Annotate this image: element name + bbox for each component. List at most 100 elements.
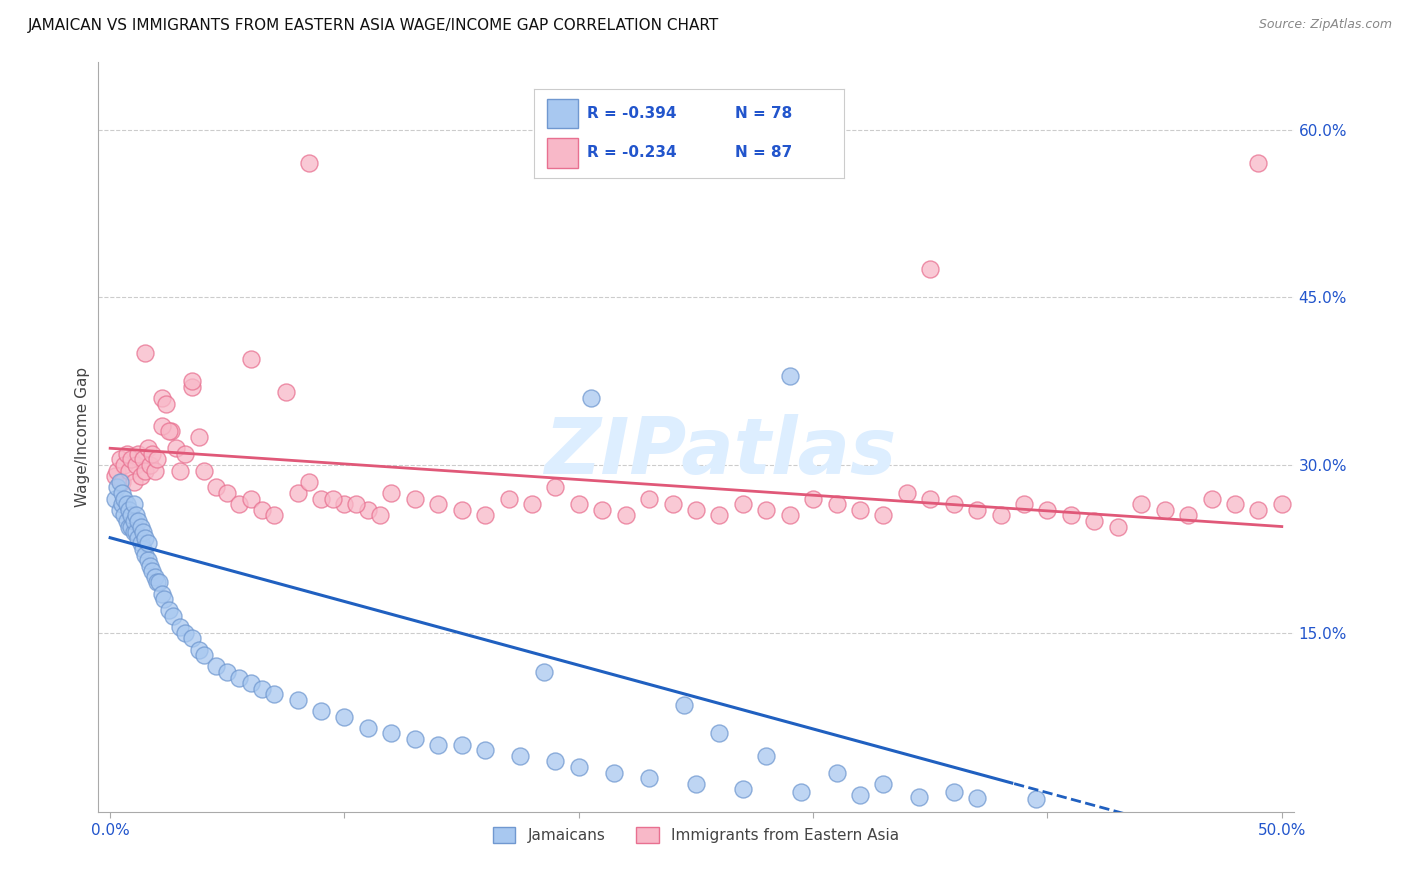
Point bbox=[193, 464, 215, 478]
Point bbox=[132, 541, 155, 556]
Point bbox=[1130, 497, 1153, 511]
Point bbox=[357, 502, 380, 516]
Point bbox=[790, 784, 813, 798]
Point bbox=[380, 726, 402, 740]
Point bbox=[1201, 491, 1223, 506]
Point bbox=[404, 732, 426, 747]
Point bbox=[153, 592, 176, 607]
Point bbox=[181, 632, 204, 646]
FancyBboxPatch shape bbox=[547, 138, 578, 168]
Point bbox=[112, 508, 135, 523]
Point bbox=[263, 687, 285, 701]
Point bbox=[174, 625, 197, 640]
Point bbox=[136, 442, 159, 456]
Point bbox=[174, 447, 197, 461]
Point bbox=[309, 491, 332, 506]
Point bbox=[111, 497, 134, 511]
Point bbox=[134, 531, 156, 545]
Point bbox=[509, 748, 531, 763]
Point bbox=[150, 391, 173, 405]
Point bbox=[568, 760, 591, 774]
Point bbox=[544, 755, 567, 769]
FancyBboxPatch shape bbox=[547, 99, 578, 128]
Point bbox=[779, 508, 801, 523]
Point bbox=[217, 665, 239, 679]
Point bbox=[150, 418, 173, 433]
Point bbox=[188, 430, 211, 444]
Point bbox=[125, 458, 148, 472]
Point bbox=[127, 447, 149, 461]
Point bbox=[333, 497, 356, 511]
Point bbox=[228, 671, 250, 685]
Point bbox=[148, 575, 170, 590]
Point bbox=[1177, 508, 1199, 523]
Point bbox=[603, 765, 626, 780]
Point bbox=[755, 748, 778, 763]
Point bbox=[118, 464, 141, 478]
Point bbox=[298, 475, 321, 489]
Point bbox=[368, 508, 391, 523]
Point bbox=[990, 508, 1012, 523]
Point bbox=[298, 156, 321, 170]
Point bbox=[136, 536, 159, 550]
Point bbox=[112, 491, 135, 506]
Point bbox=[533, 665, 555, 679]
Point bbox=[544, 480, 567, 494]
Point bbox=[146, 575, 169, 590]
Point bbox=[122, 514, 145, 528]
Point bbox=[849, 788, 872, 802]
Point bbox=[120, 508, 142, 523]
Point bbox=[380, 486, 402, 500]
Point bbox=[105, 464, 128, 478]
Point bbox=[907, 790, 929, 805]
Point bbox=[801, 491, 824, 506]
Text: R = -0.234: R = -0.234 bbox=[586, 145, 676, 160]
Point bbox=[150, 587, 173, 601]
Point bbox=[474, 743, 496, 757]
Point bbox=[111, 475, 134, 489]
Point bbox=[108, 475, 131, 489]
Point bbox=[112, 458, 135, 472]
Point bbox=[181, 374, 204, 388]
Point bbox=[122, 475, 145, 489]
Point bbox=[104, 469, 127, 483]
Point bbox=[1247, 502, 1270, 516]
Text: N = 87: N = 87 bbox=[735, 145, 793, 160]
Point bbox=[204, 480, 226, 494]
Point bbox=[217, 486, 239, 500]
Point bbox=[520, 497, 543, 511]
Point bbox=[111, 486, 134, 500]
Point bbox=[157, 425, 180, 439]
Point bbox=[115, 497, 138, 511]
Point bbox=[427, 497, 450, 511]
Point bbox=[1060, 508, 1083, 523]
Text: ZIPatlas: ZIPatlas bbox=[544, 414, 896, 490]
Point bbox=[322, 491, 344, 506]
Point bbox=[638, 771, 661, 785]
Point bbox=[108, 452, 131, 467]
Point bbox=[872, 508, 894, 523]
Point bbox=[160, 425, 183, 439]
Point bbox=[141, 447, 163, 461]
Point bbox=[614, 508, 637, 523]
Point bbox=[143, 570, 166, 584]
Point bbox=[132, 525, 155, 540]
Point bbox=[105, 480, 128, 494]
Point bbox=[709, 508, 731, 523]
Point bbox=[157, 603, 180, 617]
Point bbox=[169, 464, 191, 478]
Point bbox=[1012, 497, 1035, 511]
Point bbox=[344, 497, 367, 511]
Point bbox=[239, 351, 262, 366]
Point bbox=[165, 442, 187, 456]
Point bbox=[181, 380, 204, 394]
Point bbox=[263, 508, 285, 523]
Point bbox=[120, 519, 142, 533]
Point bbox=[872, 777, 894, 791]
Point bbox=[134, 346, 156, 360]
Point bbox=[122, 497, 145, 511]
Point bbox=[896, 486, 918, 500]
Point bbox=[333, 709, 356, 723]
Point bbox=[591, 502, 613, 516]
Y-axis label: Wage/Income Gap: Wage/Income Gap bbox=[75, 367, 90, 508]
